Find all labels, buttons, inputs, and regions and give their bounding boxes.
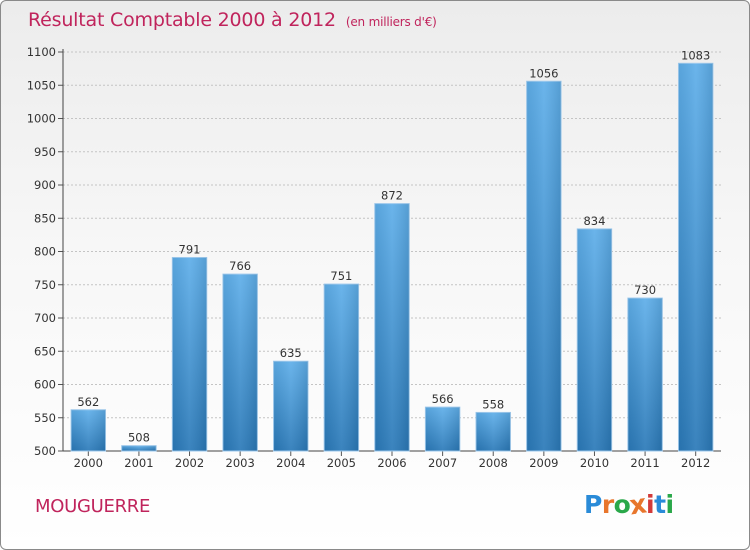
x-tick-label: 2011 <box>630 456 659 470</box>
bar-shade-2003 <box>222 274 258 451</box>
commune-name: MOUGUERRE <box>35 496 151 517</box>
value-label-2000: 562 <box>77 395 99 409</box>
x-tick-label: 2005 <box>327 456 356 470</box>
chart-title-text: Résultat Comptable 2000 à 2012 <box>28 9 336 31</box>
value-labels: 562 508 791 766 635 751 872 566 558 1056 834 730 108… <box>77 48 710 444</box>
value-label-2009: 1056 <box>529 66 558 80</box>
bars <box>70 62 714 452</box>
logo-letter: o <box>613 490 631 519</box>
y-tick-label: 800 <box>34 245 56 259</box>
bar-shade-2010 <box>577 228 612 451</box>
logo-letter: P <box>584 490 602 519</box>
axes: 500 550 600 650 700 750 800 850 900 950 1000 1050 11… <box>27 45 721 470</box>
bar-shade-2006 <box>374 203 410 451</box>
bar-shade-2008 <box>476 412 511 451</box>
bar-shade-2000 <box>71 409 106 451</box>
logo-letter: t <box>654 490 666 519</box>
y-tick-label: 750 <box>34 278 56 292</box>
y-tick-label: 1100 <box>27 45 56 59</box>
x-tick-label: 2007 <box>428 456 457 470</box>
y-tick-label: 1050 <box>27 78 56 92</box>
x-tick-label: 2006 <box>377 456 406 470</box>
x-tick-label: 2003 <box>226 456 255 470</box>
x-tick-label: 2008 <box>479 456 508 470</box>
x-tick-label: 2009 <box>529 456 558 470</box>
value-label-2006: 872 <box>381 189 403 203</box>
bar-shade-2009 <box>526 81 562 451</box>
x-tick-label: 2010 <box>580 456 609 470</box>
bar-shade-2002 <box>172 257 207 451</box>
value-label-2004: 635 <box>280 346 302 360</box>
proxiti-logo[interactable]: Proxiti <box>584 488 675 520</box>
value-label-2011: 730 <box>634 283 656 297</box>
x-tick-label: 2000 <box>74 456 103 470</box>
y-tick-label: 1000 <box>27 112 56 126</box>
x-tick-label: 2004 <box>276 456 305 470</box>
value-label-2008: 558 <box>482 397 504 411</box>
y-tick-label: 900 <box>34 178 56 192</box>
bar-shade-2011 <box>627 298 663 451</box>
value-label-2001: 508 <box>128 431 150 445</box>
value-label-2012: 1083 <box>681 48 710 62</box>
bar-shade-2007 <box>425 407 460 451</box>
logo-letter: i <box>665 490 675 519</box>
chart-title: Résultat Comptable 2000 à 2012 (en millie… <box>28 9 437 31</box>
x-tick-label: 2001 <box>124 456 153 470</box>
y-tick-label: 500 <box>34 444 56 458</box>
logo-letter: i <box>646 490 655 519</box>
y-tick-label: 650 <box>34 344 56 358</box>
y-tick-label: 850 <box>34 211 56 225</box>
y-tick-label: 550 <box>34 411 56 425</box>
chart-subtitle: (en milliers d'€) <box>345 15 437 29</box>
x-tick-label: 2002 <box>175 456 204 470</box>
bar-shade-2001 <box>121 445 157 451</box>
y-tick-label: 600 <box>34 378 56 392</box>
bar-shade-2004 <box>273 361 308 451</box>
bar-shade-2012 <box>678 63 713 452</box>
value-label-2005: 751 <box>330 269 352 283</box>
bar-shade-2005 <box>324 284 359 451</box>
y-tick-label: 950 <box>34 145 56 159</box>
value-label-2010: 834 <box>583 214 605 228</box>
value-label-2003: 766 <box>229 259 251 273</box>
value-label-2002: 791 <box>179 242 201 256</box>
x-tick-label: 2012 <box>681 456 710 470</box>
y-tick-label: 700 <box>34 311 56 325</box>
logo-letter: r <box>601 490 614 519</box>
value-label-2007: 566 <box>432 392 454 406</box>
